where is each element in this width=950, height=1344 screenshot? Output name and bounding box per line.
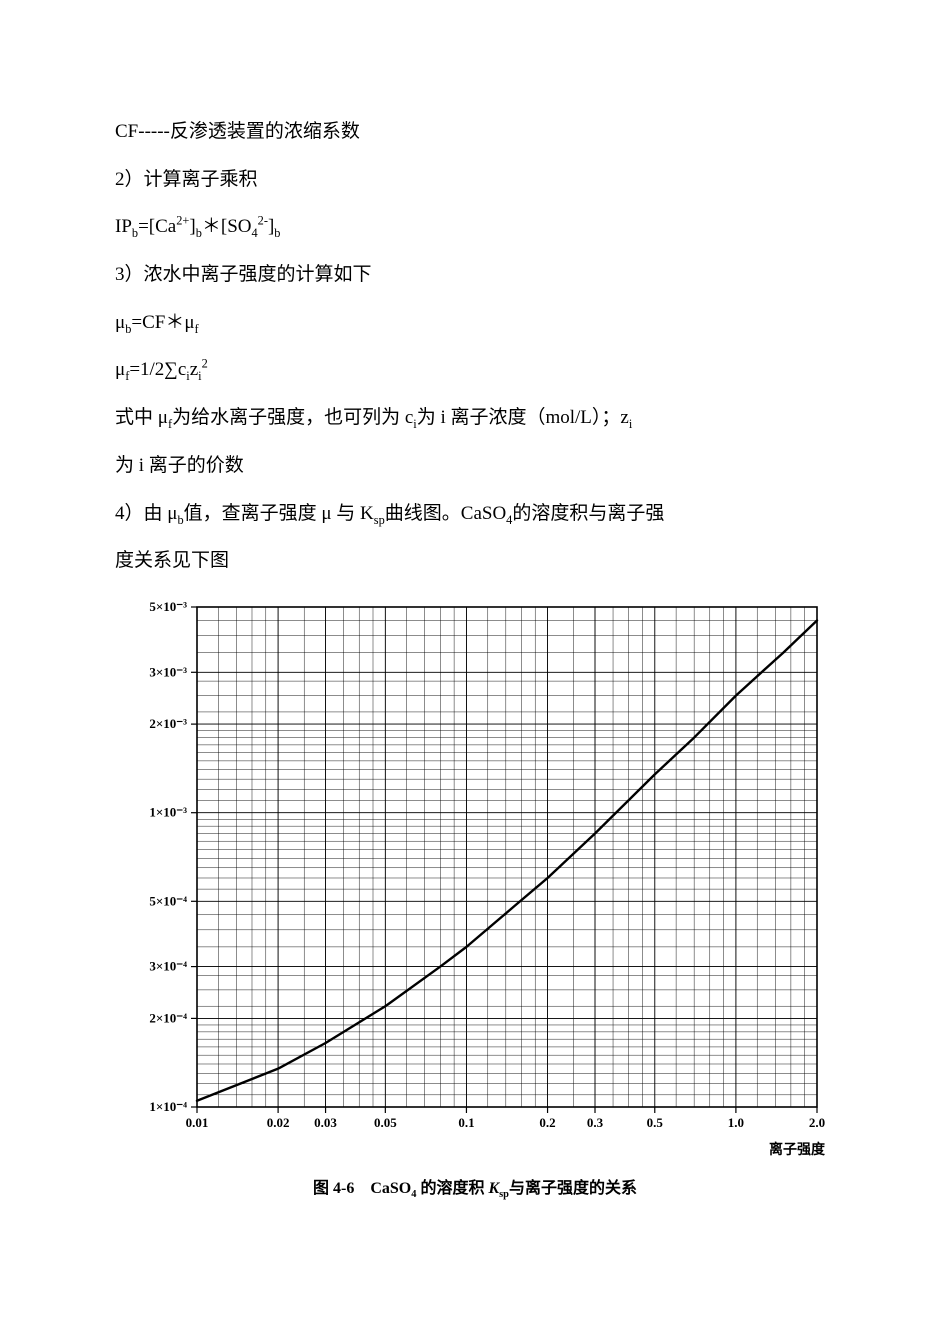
svg-text:2.0: 2.0 <box>809 1115 825 1130</box>
svg-text:1×10⁻³: 1×10⁻³ <box>149 805 187 820</box>
formula-muf: μf=1/2∑cizi2 <box>115 348 835 392</box>
para-step3: 3）浓水中离子强度的计算如下 <box>115 253 835 297</box>
para-where1: 式中 μf为给水离子强度，也可列为 ci为 i 离子浓度（mol/L）；zi <box>115 396 835 440</box>
formula-ipb: IPb=[Ca2+]b＊[SO42-]b <box>115 205 835 249</box>
svg-text:2×10⁻⁴: 2×10⁻⁴ <box>149 1010 187 1025</box>
para-where2: 为 i 离子的价数 <box>115 444 835 488</box>
para-cf: CF-----反渗透装置的浓缩系数 <box>115 110 835 154</box>
figure-caption: 图 4-6 CaSO4 的溶度积 Ksp与离子强度的关系 <box>115 1171 835 1208</box>
svg-text:1×10⁻⁴: 1×10⁻⁴ <box>149 1099 187 1114</box>
formula-mub: μb=CF＊μf <box>115 301 835 345</box>
svg-text:2×10⁻³: 2×10⁻³ <box>149 716 187 731</box>
para-step4b: 度关系见下图 <box>115 539 835 583</box>
x-axis-label: 离子强度 <box>115 1135 835 1167</box>
ksp-chart: 0.01 0.02 0.03 0.05 0.1 0.2 0.3 0.5 1.0 2.0 1×10⁻⁴… <box>115 595 835 1155</box>
svg-text:5×10⁻³: 5×10⁻³ <box>149 599 187 614</box>
svg-text:0.5: 0.5 <box>647 1115 664 1130</box>
para-step2: 2）计算离子乘积 <box>115 158 835 202</box>
svg-text:0.02: 0.02 <box>267 1115 290 1130</box>
chart-container: 0.01 0.02 0.03 0.05 0.1 0.2 0.3 0.5 1.0 2.0 1×10⁻⁴… <box>115 595 835 1208</box>
svg-text:3×10⁻³: 3×10⁻³ <box>149 664 187 679</box>
svg-text:0.1: 0.1 <box>458 1115 474 1130</box>
svg-text:3×10⁻⁴: 3×10⁻⁴ <box>149 958 187 973</box>
svg-text:0.2: 0.2 <box>539 1115 555 1130</box>
svg-text:0.3: 0.3 <box>587 1115 604 1130</box>
svg-text:0.03: 0.03 <box>314 1115 337 1130</box>
svg-text:0.05: 0.05 <box>374 1115 397 1130</box>
svg-text:0.01: 0.01 <box>186 1115 209 1130</box>
svg-text:1.0: 1.0 <box>728 1115 744 1130</box>
svg-text:5×10⁻⁴: 5×10⁻⁴ <box>149 893 187 908</box>
para-step4a: 4）由 μb值，查离子强度 μ 与 Ksp曲线图。CaSO4的溶度积与离子强 <box>115 492 835 536</box>
